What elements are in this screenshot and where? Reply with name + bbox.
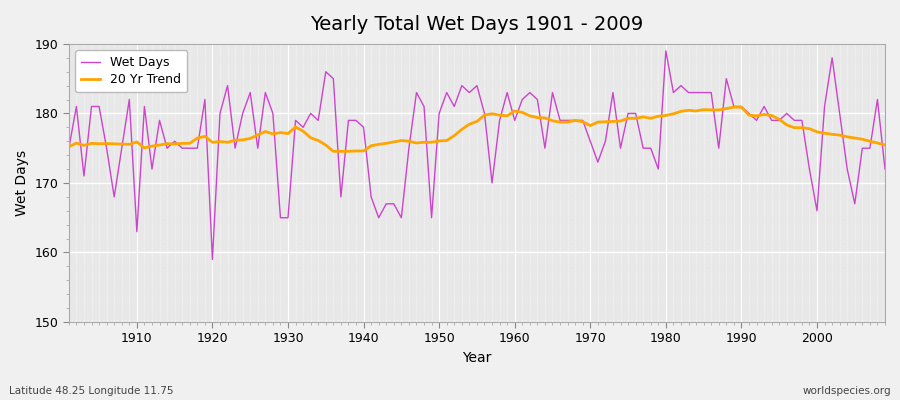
Wet Days — [207, 257, 218, 262]
Wet Days — [661, 48, 671, 53]
20 Yr Trend — [517, 110, 527, 115]
Wet Days — [517, 97, 527, 102]
Wet Days — [608, 90, 618, 95]
20 Yr Trend — [728, 105, 739, 110]
20 Yr Trend — [608, 119, 618, 124]
20 Yr Trend — [63, 144, 74, 149]
Y-axis label: Wet Days: Wet Days — [15, 150, 29, 216]
20 Yr Trend — [509, 108, 520, 113]
Wet Days — [509, 118, 520, 123]
X-axis label: Year: Year — [463, 351, 491, 365]
Wet Days — [63, 146, 74, 150]
Line: Wet Days: Wet Days — [68, 51, 885, 260]
Wet Days — [879, 167, 890, 172]
20 Yr Trend — [328, 149, 338, 154]
20 Yr Trend — [290, 124, 301, 129]
20 Yr Trend — [343, 149, 354, 154]
Text: Latitude 48.25 Longitude 11.75: Latitude 48.25 Longitude 11.75 — [9, 386, 174, 396]
Wet Days — [343, 118, 354, 123]
Legend: Wet Days, 20 Yr Trend: Wet Days, 20 Yr Trend — [75, 50, 187, 92]
Wet Days — [298, 125, 309, 130]
20 Yr Trend — [879, 143, 890, 148]
Wet Days — [124, 97, 135, 102]
Title: Yearly Total Wet Days 1901 - 2009: Yearly Total Wet Days 1901 - 2009 — [310, 15, 644, 34]
Line: 20 Yr Trend: 20 Yr Trend — [68, 107, 885, 151]
Text: worldspecies.org: worldspecies.org — [803, 386, 891, 396]
20 Yr Trend — [124, 142, 135, 147]
